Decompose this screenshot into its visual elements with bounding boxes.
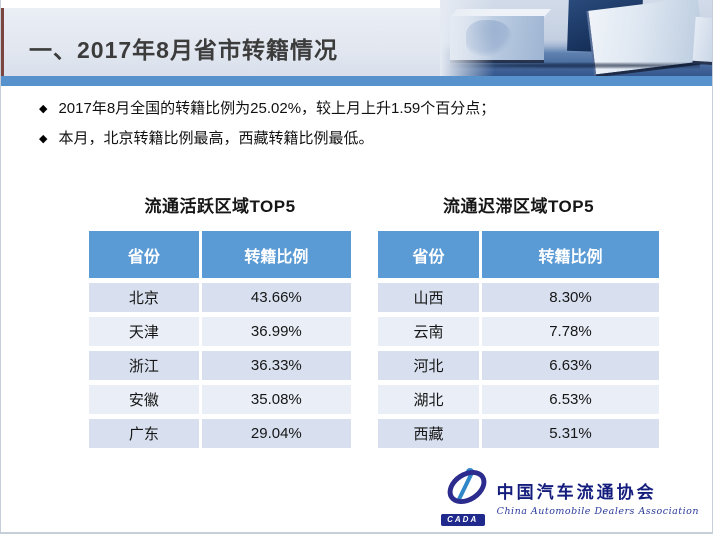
province-cell: 湖北	[378, 385, 482, 414]
bullet-text: 本月，北京转籍比例最高，西藏转籍比例最低。	[58, 130, 374, 147]
diamond-bullet-icon: ◆	[39, 103, 48, 115]
ratio-cell: 43.66%	[201, 283, 351, 312]
province-cell: 云南	[378, 317, 482, 346]
ratio-cell: 6.63%	[481, 351, 659, 380]
bullet-list: ◆ 2017年8月全国的转籍比例为25.02%，较上月上升1.59个百分点； ◆ 本…	[39, 94, 689, 154]
table-row: 河北 6.63%	[378, 351, 659, 380]
active-regions-table: 流通活跃区域TOP5 省份 转籍比例 北京 43.66% 天津 36.99%	[89, 192, 351, 453]
ratio-cell: 7.78%	[481, 317, 659, 346]
province-cell: 安徽	[89, 385, 202, 414]
province-cell: 天津	[89, 317, 202, 346]
cada-logo-icon: CADA	[440, 462, 493, 526]
ratio-cell: 36.99%	[201, 317, 351, 346]
sluggish-regions-table: 流通迟滞区域TOP5 省份 转籍比例 山西 8.30% 云南 7.78%	[378, 192, 659, 453]
logo-text: 中国汽车流通协会 China Automobile Dealers Associ…	[497, 478, 699, 517]
table-row: 北京 43.66%	[89, 283, 351, 312]
ratio-cell: 36.33%	[201, 351, 351, 380]
logo-ellipse-icon	[440, 462, 493, 512]
ratio-cell: 8.30%	[481, 283, 659, 312]
column-header-province: 省份	[378, 231, 482, 278]
table-title: 流通迟滞区域TOP5	[442, 197, 595, 216]
table-row: 山西 8.30%	[378, 283, 659, 312]
logo-name-english: China Automobile Dealers Association	[496, 505, 699, 517]
ratio-cell: 35.08%	[201, 385, 351, 414]
cubes-graphic	[440, 0, 712, 76]
table-header-row: 省份 转籍比例	[89, 231, 351, 278]
table-row: 浙江 36.33%	[89, 351, 351, 380]
column-header-province: 省份	[89, 231, 202, 278]
bullet-item: ◆ 2017年8月全国的转籍比例为25.02%，较上月上升1.59个百分点；	[39, 94, 689, 124]
table-title: 流通活跃区域TOP5	[144, 197, 296, 216]
table-row: 西藏 5.31%	[378, 419, 659, 448]
cubes-left-fade	[440, 0, 712, 76]
page-title: 一、2017年8月省市转籍情况	[29, 37, 338, 63]
logo-swoosh-head-icon	[465, 468, 474, 476]
table-row: 安徽 35.08%	[89, 385, 351, 414]
cada-logo: CADA 中国汽车流通协会 China Automobile Dealers A…	[440, 462, 699, 526]
bullet-text: 2017年8月全国的转籍比例为25.02%，较上月上升1.59个百分点；	[58, 100, 496, 117]
province-cell: 河北	[378, 351, 482, 380]
table-row: 云南 7.78%	[378, 317, 659, 346]
diamond-bullet-icon: ◆	[39, 133, 48, 145]
province-cell: 浙江	[89, 351, 202, 380]
table-header-row: 省份 转籍比例	[378, 231, 659, 278]
column-header-ratio: 转籍比例	[481, 231, 659, 278]
ratio-cell: 29.04%	[201, 419, 351, 448]
header-divider-bar	[1, 76, 712, 86]
table-row: 天津 36.99%	[89, 317, 351, 346]
table-row: 广东 29.04%	[89, 419, 351, 448]
table-row: 湖北 6.53%	[378, 385, 659, 414]
header-accent-stripe	[1, 8, 4, 76]
ratio-cell: 6.53%	[481, 385, 659, 414]
ratio-cell: 5.31%	[481, 419, 659, 448]
column-header-ratio: 转籍比例	[201, 231, 351, 278]
province-cell: 西藏	[378, 419, 482, 448]
province-cell: 广东	[89, 419, 202, 448]
logo-name-chinese: 中国汽车流通协会	[496, 482, 657, 503]
province-cell: 山西	[378, 283, 482, 312]
bullet-item: ◆ 本月，北京转籍比例最高，西藏转籍比例最低。	[39, 124, 689, 154]
logo-acronym-badge: CADA	[440, 514, 485, 526]
province-cell: 北京	[89, 283, 202, 312]
